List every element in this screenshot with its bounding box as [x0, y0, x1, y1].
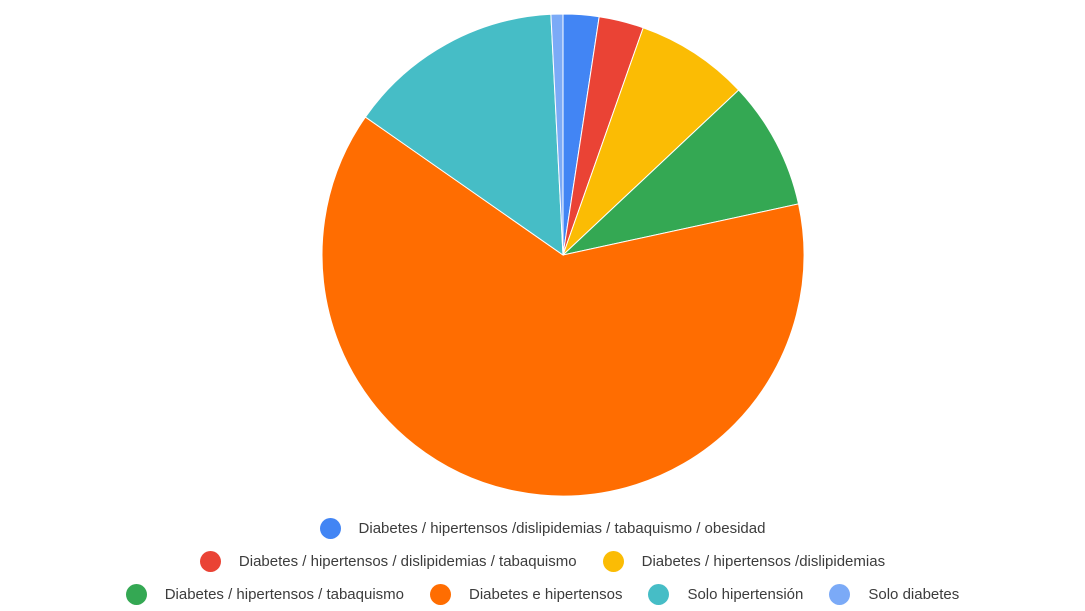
legend-label: Diabetes / hipertensos / tabaquismo — [164, 586, 405, 603]
legend-row: Diabetes / hipertensos / dislipidemias /… — [0, 545, 1085, 578]
legend-swatch — [648, 584, 670, 605]
pie-slice-3[interactable] — [561, 89, 800, 256]
legend-item[interactable]: Solo diabetes — [829, 584, 959, 605]
pie-slice-4[interactable] — [321, 116, 805, 497]
legend-swatch — [602, 551, 624, 572]
legend-item[interactable]: Diabetes / hipertensos /dislipidemias — [602, 551, 886, 572]
legend-item[interactable]: Solo hipertensión — [648, 584, 803, 605]
legend-swatch — [829, 584, 851, 605]
legend-label: Solo hipertensión — [687, 586, 804, 603]
pie-slice-6[interactable] — [550, 13, 564, 256]
legend-item[interactable]: Diabetes e hipertensos — [430, 584, 622, 605]
pie-plot-area — [321, 13, 805, 497]
legend-swatch — [199, 551, 221, 572]
legend-label: Diabetes / hipertensos /dislipidemias — [641, 553, 886, 570]
legend-item[interactable]: Diabetes / hipertensos / dislipidemias /… — [199, 551, 577, 572]
chart-legend: Diabetes / hipertensos /dislipidemias / … — [0, 512, 1085, 611]
legend-item[interactable]: Diabetes / hipertensos /dislipidemias / … — [319, 518, 766, 539]
legend-row: Diabetes / hipertensos / tabaquismo Diabe… — [0, 578, 1085, 611]
legend-label: Diabetes e hipertensos — [469, 586, 623, 603]
legend-swatch — [125, 584, 147, 605]
legend-row: Diabetes / hipertensos /dislipidemias / … — [0, 512, 1085, 545]
legend-label: Solo diabetes — [868, 586, 960, 603]
legend-label: Diabetes / hipertensos /dislipidemias / … — [358, 520, 766, 537]
legend-item[interactable]: Diabetes / hipertensos / tabaquismo — [125, 584, 405, 605]
pie-slice-2[interactable] — [562, 27, 740, 256]
pie-slice-5[interactable] — [364, 13, 564, 256]
legend-swatch — [430, 584, 452, 605]
legend-swatch — [319, 518, 341, 539]
legend-label: Diabetes / hipertensos / dislipidemias /… — [238, 553, 577, 570]
